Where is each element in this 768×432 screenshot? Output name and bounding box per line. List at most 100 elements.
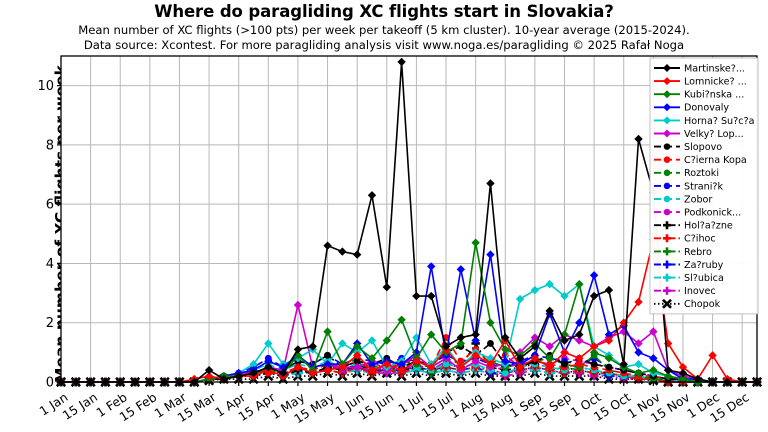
data-point-marker (678, 374, 688, 384)
data-point-marker (663, 169, 671, 177)
data-point-marker (663, 371, 673, 381)
data-point-marker (353, 357, 361, 365)
data-point-marker (486, 318, 495, 327)
data-point-marker (293, 345, 303, 354)
data-point-marker (427, 262, 436, 271)
data-point-marker (471, 351, 480, 360)
legend-item-1[interactable]: Lomnicke? ... (654, 77, 747, 88)
data-point-marker (456, 362, 466, 372)
data-point-marker (293, 362, 303, 372)
data-point-marker (367, 191, 377, 200)
data-point-marker (575, 360, 583, 368)
legend-item-17[interactable]: Inovec (654, 286, 716, 297)
data-point-marker (427, 291, 436, 301)
legend-label: Kubi?nska ... (684, 90, 744, 101)
data-point-marker (604, 354, 614, 363)
data-point-marker (560, 291, 569, 301)
data-point-marker (219, 374, 229, 384)
legend-label: Martinske?... (684, 63, 745, 74)
data-point-marker (545, 362, 554, 372)
legend-label: Hol?a?zne (684, 221, 733, 232)
data-point-marker (501, 357, 510, 366)
data-point-marker (530, 342, 540, 351)
legend-item-10[interactable]: Zobor (654, 194, 712, 205)
data-point-marker (486, 179, 495, 188)
data-point-marker (515, 362, 525, 372)
data-point-marker (457, 357, 465, 365)
data-point-marker (441, 342, 451, 351)
legend-item-0[interactable]: Martinske?... (654, 63, 745, 74)
legend-item-16[interactable]: Sl?ubica (654, 273, 724, 284)
data-point-marker (663, 247, 671, 256)
data-point-marker (278, 368, 288, 378)
data-point-marker (308, 368, 317, 378)
data-point-marker (412, 291, 421, 301)
legend-label: Podkonick... (684, 208, 741, 219)
data-point-marker (663, 286, 671, 295)
legend-label: Horna? Su?c?a (684, 116, 754, 127)
legend-item-7[interactable]: C?ierna Kopa (654, 155, 747, 166)
legend-item-6[interactable]: Slopovo (654, 142, 722, 153)
data-point-marker (456, 333, 466, 342)
data-point-marker (663, 221, 671, 230)
legend-item-3[interactable]: Donovaly (654, 103, 729, 114)
data-point-marker (427, 330, 436, 339)
data-point-marker (471, 336, 480, 345)
data-point-marker (663, 129, 671, 138)
chart-title: Where do paragliding XC flights start in… (154, 2, 614, 21)
x-tick-label: 15 Jul (419, 390, 455, 420)
legend-item-18[interactable]: Chopok (654, 298, 721, 310)
data-point-marker (619, 360, 628, 369)
legend-label: Sl?ubica (684, 273, 724, 284)
legend-item-15[interactable]: Za?ruby (654, 260, 724, 271)
data-point-marker (663, 156, 671, 163)
legend-label: Zobor (684, 194, 712, 205)
data-point-marker (663, 365, 673, 375)
legend-item-11[interactable]: Podkonick... (654, 208, 741, 219)
data-point-marker (501, 369, 509, 377)
data-point-marker (530, 354, 540, 363)
legend-item-12[interactable]: Hol?a?zne (654, 221, 733, 232)
y-tick-label: 0 (46, 376, 54, 391)
data-point-marker (397, 57, 406, 67)
legend-item-2[interactable]: Kubi?nska ... (654, 90, 744, 101)
data-point-marker (456, 339, 466, 348)
data-point-marker (634, 134, 643, 144)
data-point-marker (663, 208, 671, 216)
x-tick-label: 15 Jan (60, 390, 100, 423)
y-tick-label: 10 (37, 79, 54, 94)
data-point-marker (560, 336, 569, 345)
data-point-marker (323, 241, 332, 250)
data-point-marker (427, 362, 436, 372)
data-point-marker (663, 195, 671, 203)
legend-label: Lomnicke? ... (684, 77, 747, 88)
data-point-marker (604, 336, 614, 345)
data-point-marker (589, 342, 599, 351)
data-point-marker (545, 280, 554, 289)
data-point-marker (338, 247, 347, 256)
data-point-marker (367, 354, 377, 363)
data-point-marker (678, 368, 688, 378)
legend-label: Donovaly (684, 103, 729, 114)
legend-item-9[interactable]: Strani?k (654, 181, 724, 192)
legend-item-4[interactable]: Horna? Su?c?a (654, 116, 754, 127)
data-point-marker (324, 351, 331, 359)
legend-item-13[interactable]: C?ihoc (654, 234, 716, 245)
y-tick-label: 8 (46, 138, 54, 153)
data-point-marker (693, 374, 702, 384)
data-point-marker (575, 336, 584, 345)
data-point-marker (501, 333, 510, 342)
data-point-marker (634, 368, 643, 378)
data-point-marker (367, 360, 377, 369)
data-point-marker (589, 348, 599, 357)
y-tick-label: 2 (46, 316, 54, 331)
legend[interactable]: Martinske?... Lomnicke? ... Kubi?nska ... D… (649, 57, 759, 315)
data-point-marker (204, 365, 214, 375)
legend-label: C?ihoc (684, 234, 716, 245)
legend-item-14[interactable]: Rebro (654, 247, 712, 258)
legend-item-5[interactable]: Velky? Lop... (654, 129, 744, 140)
data-point-marker (604, 330, 614, 339)
legend-item-8[interactable]: Roztoki (654, 168, 719, 179)
data-point-marker (663, 260, 671, 269)
